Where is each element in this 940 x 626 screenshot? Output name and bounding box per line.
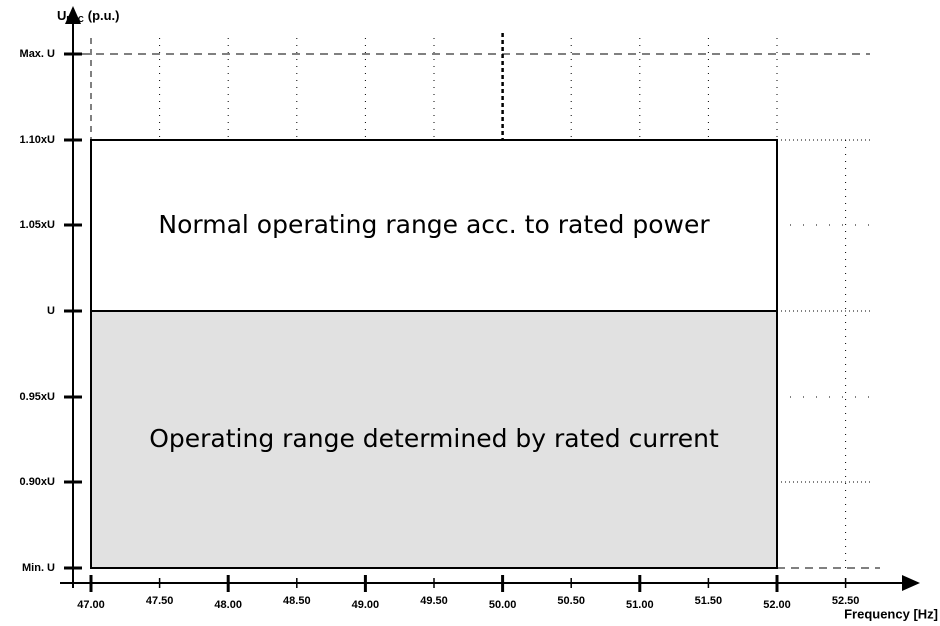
x-tick-label: 51.50 (695, 595, 723, 607)
x-tick-label: 52.50 (832, 595, 860, 607)
region-label: Normal operating range acc. to rated pow… (158, 210, 710, 239)
y-tick-label: U (47, 305, 55, 317)
y-axis-title: UPOC (p.u.) (57, 8, 120, 24)
x-tick-label: 49.50 (420, 595, 448, 607)
y-tick-label: Min. U (22, 562, 55, 574)
x-tick-label: 48.00 (214, 599, 242, 611)
y-tick-label: 0.95xU (20, 391, 56, 403)
x-tick-label: 47.00 (77, 599, 105, 611)
x-tick-label: 50.50 (557, 595, 585, 607)
x-tick-label: 49.00 (352, 599, 380, 611)
x-tick-label: 52.00 (763, 599, 791, 611)
y-tick-label: Max. U (20, 48, 56, 60)
normal-range-box (90, 139, 778, 312)
background-lines (82, 33, 880, 569)
x-axis-title: Frequency [Hz] (844, 606, 938, 621)
x-tick-label: 51.00 (626, 599, 654, 611)
current-range-box (90, 310, 778, 569)
x-tick-label: 48.50 (283, 595, 311, 607)
y-tick-label: 1.10xU (20, 134, 56, 146)
y-tick-label: 0.90xU (20, 476, 56, 488)
y-tick-label: 1.05xU (20, 219, 56, 231)
region-label: Operating range determined by rated curr… (149, 424, 719, 453)
x-tick-label: 50.00 (489, 599, 517, 611)
x-tick-label: 47.50 (146, 595, 174, 607)
